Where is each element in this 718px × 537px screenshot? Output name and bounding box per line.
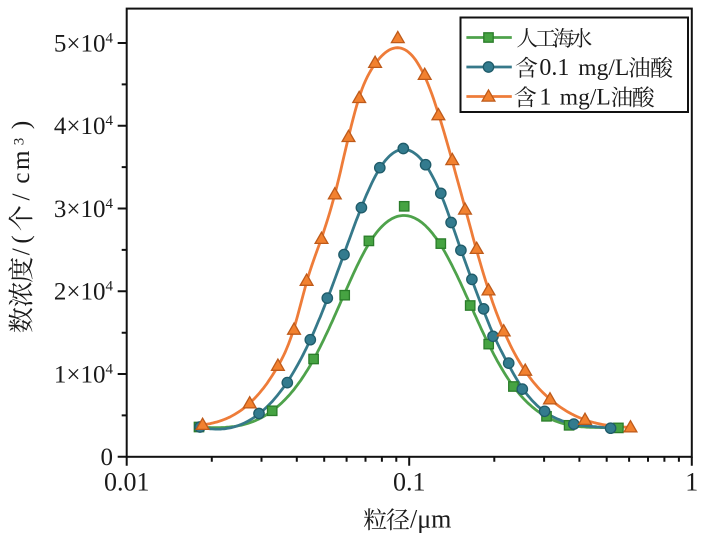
svg-text:3×104: 3×104 [54, 196, 114, 223]
svg-text:m: m [8, 150, 35, 170]
svg-text:1: 1 [685, 468, 698, 497]
svg-text:): ) [8, 121, 35, 129]
svg-text:1×104: 1×104 [54, 361, 114, 388]
svg-text:5×104: 5×104 [54, 30, 114, 57]
svg-text:1: 1 [539, 84, 551, 110]
svg-text:4×104: 4×104 [54, 113, 114, 140]
svg-text:0.1: 0.1 [539, 55, 569, 81]
svg-text:mg/L: mg/L [578, 55, 629, 81]
svg-text:c: c [8, 172, 35, 183]
svg-text:3: 3 [12, 138, 28, 146]
svg-text:/: / [8, 193, 35, 200]
svg-text:mg/L: mg/L [560, 84, 611, 110]
svg-text:2×104: 2×104 [54, 279, 114, 306]
svg-text:0: 0 [101, 444, 114, 471]
svg-text:/μm: /μm [410, 505, 451, 534]
svg-text:/: / [8, 248, 35, 255]
svg-text:0.1: 0.1 [393, 468, 426, 497]
svg-text:0.01: 0.01 [104, 468, 150, 497]
svg-text:(: ( [8, 235, 35, 243]
